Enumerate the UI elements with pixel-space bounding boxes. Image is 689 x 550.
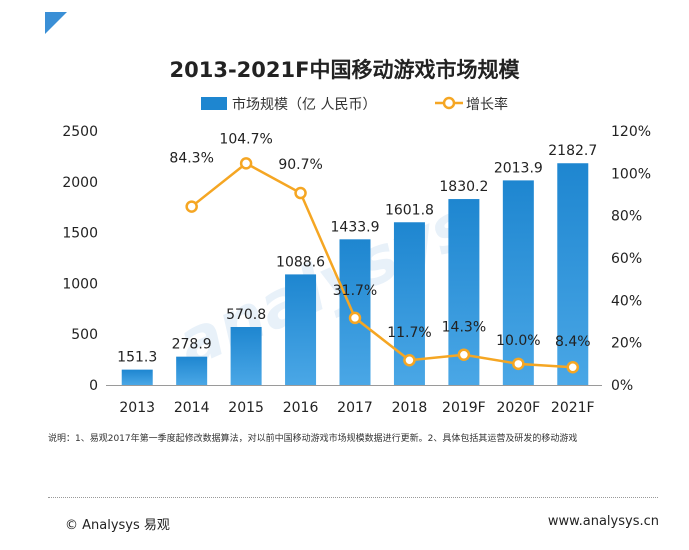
footer-url: www.analysys.cn (547, 514, 659, 529)
x-tick-label: 2020F (496, 400, 540, 416)
x-tick-label: 2017 (337, 400, 373, 416)
x-tick-label: 2021F (551, 400, 595, 416)
y-right-tick-label: 80% (611, 209, 642, 225)
y-right-tick-label: 40% (611, 293, 642, 309)
y-right-tick-label: 120% (611, 124, 651, 140)
chart-plot: analysys 0 500 1000 1500 2000 2500 0% 20% 40% 60% 8… (62, 124, 651, 416)
watermark-text: analysys (166, 188, 482, 383)
bar (176, 356, 208, 385)
bar-value-label: 570.8 (226, 307, 266, 323)
bar-value-label: 1830.2 (439, 179, 488, 195)
y-left-tick-label: 0 (89, 378, 98, 394)
y-left-tick-label: 2000 (62, 175, 98, 191)
bar-value-label: 2013.9 (494, 160, 543, 176)
bar-value-label: 1088.6 (276, 254, 325, 270)
growth-value-label: 90.7% (278, 157, 322, 173)
bar-value-label: 1433.9 (331, 219, 380, 235)
footer-divider (48, 497, 658, 498)
x-tick-label: 2015 (228, 400, 264, 416)
legend: 市场规模（亿 人民币） 增长率 (0, 93, 689, 113)
bar-value-label: 2182.7 (548, 143, 597, 159)
footer-copyright: © Analysys 易观 (65, 518, 170, 533)
bar (502, 180, 534, 385)
x-tick-label: 2013 (119, 400, 155, 416)
x-tick-label: 2014 (174, 400, 210, 416)
bar (230, 327, 262, 385)
y-left-tick-label: 1500 (62, 226, 98, 242)
x-tick-label: 2016 (283, 400, 319, 416)
corner-triangle-icon (45, 12, 67, 34)
growth-point (512, 357, 525, 371)
y-right-tick-label: 60% (611, 251, 642, 267)
y-left-tick-label: 2500 (62, 124, 98, 140)
growth-value-label: 31.7% (333, 283, 377, 299)
x-tick-label: 2018 (392, 400, 428, 416)
y-right-tick-label: 0% (611, 378, 633, 394)
footnote: 说明：1、易观2017年第一季度起修改数据算法，对以前中国移动游戏市场规模数据进… (48, 434, 578, 444)
bar (121, 369, 153, 385)
bar-value-label: 278.9 (172, 337, 212, 353)
growth-point (403, 353, 416, 367)
bar-value-label: 151.3 (117, 350, 157, 366)
y-left-tick-label: 500 (71, 327, 98, 343)
growth-value-label: 11.7% (387, 325, 431, 341)
y-left-tick-label: 1000 (62, 276, 98, 292)
growth-point (457, 348, 471, 361)
growth-value-label: 84.3% (169, 151, 213, 167)
growth-point (294, 186, 307, 200)
legend-line-label: 增长率 (466, 97, 508, 113)
bar (557, 163, 589, 385)
growth-value-label: 14.3% (442, 320, 486, 336)
chart-title: 2013-2021F中国移动游戏市场规模 (169, 58, 520, 82)
y-right-tick-label: 100% (611, 166, 651, 182)
bar-value-label: 1601.8 (385, 202, 434, 218)
legend-bar-swatch (201, 97, 227, 110)
growth-value-label: 10.0% (496, 333, 540, 349)
growth-point (185, 200, 198, 213)
growth-point (348, 311, 362, 325)
growth-value-label: 104.7% (219, 131, 272, 147)
legend-bar-label: 市场规模（亿 人民币） (232, 97, 377, 113)
growth-value-label: 8.4% (555, 334, 591, 350)
growth-point (239, 157, 253, 170)
legend-line-marker-icon (435, 96, 463, 110)
growth-line (190, 161, 573, 369)
growth-point (566, 360, 580, 374)
y-right-tick-label: 20% (611, 336, 642, 352)
bar (285, 274, 317, 385)
x-tick-label: 2019F (442, 400, 486, 416)
